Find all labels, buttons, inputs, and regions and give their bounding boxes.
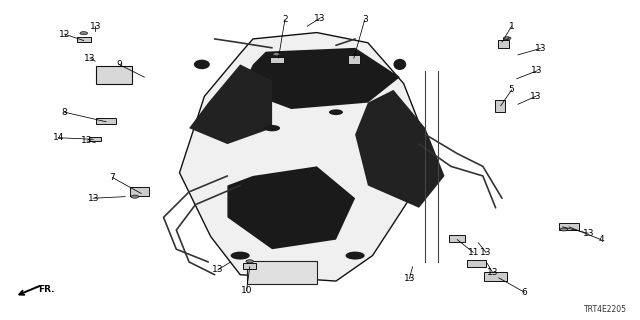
FancyBboxPatch shape xyxy=(90,137,101,141)
Ellipse shape xyxy=(273,53,280,56)
Text: TRT4E2205: TRT4E2205 xyxy=(584,305,627,314)
FancyBboxPatch shape xyxy=(348,55,360,64)
Text: 8: 8 xyxy=(61,108,67,117)
FancyBboxPatch shape xyxy=(484,272,507,281)
Text: 5: 5 xyxy=(509,85,515,94)
Ellipse shape xyxy=(560,228,568,231)
Text: 14: 14 xyxy=(52,133,64,142)
Ellipse shape xyxy=(194,60,210,69)
Text: 4: 4 xyxy=(598,235,604,244)
Text: 3: 3 xyxy=(362,15,367,24)
FancyBboxPatch shape xyxy=(497,40,509,48)
FancyBboxPatch shape xyxy=(246,261,317,284)
FancyBboxPatch shape xyxy=(559,223,579,230)
Text: 13: 13 xyxy=(404,274,415,283)
Ellipse shape xyxy=(131,195,139,198)
Ellipse shape xyxy=(394,59,406,70)
Ellipse shape xyxy=(503,37,511,40)
FancyBboxPatch shape xyxy=(77,37,91,42)
FancyBboxPatch shape xyxy=(269,57,284,62)
FancyBboxPatch shape xyxy=(97,66,132,84)
Text: 13: 13 xyxy=(486,268,498,277)
Text: 1: 1 xyxy=(509,22,515,31)
Polygon shape xyxy=(189,64,272,144)
Polygon shape xyxy=(355,90,445,208)
Text: 11: 11 xyxy=(467,248,479,257)
Text: 12: 12 xyxy=(59,30,70,39)
FancyBboxPatch shape xyxy=(243,263,256,269)
Text: FR.: FR. xyxy=(38,285,54,294)
Text: 13: 13 xyxy=(582,229,594,238)
FancyBboxPatch shape xyxy=(467,260,486,267)
Ellipse shape xyxy=(230,252,250,260)
FancyBboxPatch shape xyxy=(131,188,150,196)
Text: 13: 13 xyxy=(314,14,326,23)
Ellipse shape xyxy=(329,109,343,115)
Text: 2: 2 xyxy=(282,15,288,24)
Text: 9: 9 xyxy=(116,60,122,69)
FancyBboxPatch shape xyxy=(97,118,116,124)
Polygon shape xyxy=(227,166,355,249)
Text: 13: 13 xyxy=(530,92,541,101)
FancyBboxPatch shape xyxy=(495,100,505,112)
Text: 10: 10 xyxy=(241,286,252,295)
Text: 13: 13 xyxy=(531,66,543,75)
FancyBboxPatch shape xyxy=(449,235,465,242)
Text: 13: 13 xyxy=(81,136,93,145)
Ellipse shape xyxy=(80,32,88,35)
Text: 7: 7 xyxy=(109,173,115,182)
Text: 6: 6 xyxy=(522,288,527,297)
Ellipse shape xyxy=(278,267,304,276)
Polygon shape xyxy=(179,33,429,281)
Ellipse shape xyxy=(246,260,253,263)
Ellipse shape xyxy=(264,125,280,131)
Text: 13: 13 xyxy=(212,265,223,275)
Text: 13: 13 xyxy=(84,53,96,62)
Text: 13: 13 xyxy=(480,248,492,257)
Text: 13: 13 xyxy=(90,22,101,31)
Ellipse shape xyxy=(346,252,365,260)
Text: 13: 13 xyxy=(534,44,546,53)
Polygon shape xyxy=(240,48,400,109)
Text: 13: 13 xyxy=(88,194,99,203)
